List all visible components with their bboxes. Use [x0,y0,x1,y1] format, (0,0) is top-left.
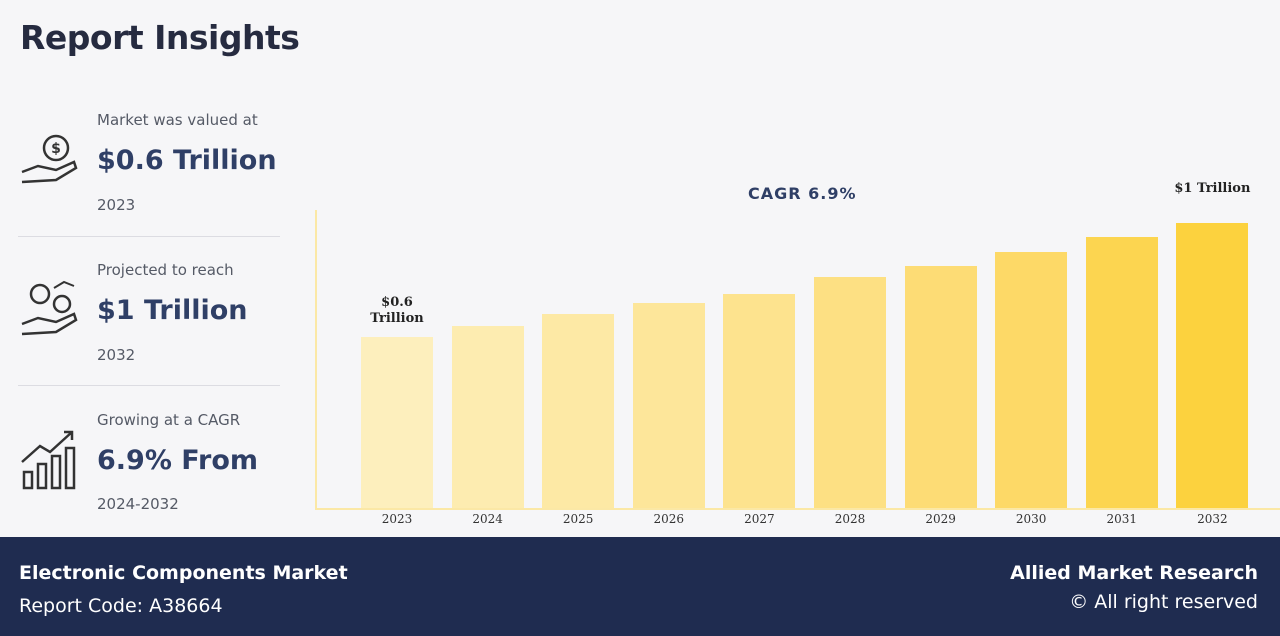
bar [1176,223,1249,508]
insight-sub: 2032 [97,346,136,364]
value-label: $1 Trillion [1174,181,1251,196]
divider [18,236,280,237]
divider [18,385,280,386]
x-tick-label: 2032 [1197,512,1228,526]
bar [1085,237,1158,508]
x-tick-label: 2028 [834,512,866,526]
insight-value: 6.9% From [97,445,258,476]
market-name: Electronic Components Market [19,562,348,584]
axis-line [315,508,1280,510]
x-tick-label: 2024 [472,512,503,526]
footer: Electronic Components Market Report Code… [0,537,1280,636]
cagr-annotation: CAGR 6.9% [748,184,857,203]
x-tick-label: 2031 [1106,512,1138,526]
insight-label: Market was valued at [97,111,258,129]
x-tick-label: 2026 [653,512,685,526]
bar [632,302,705,508]
bar [904,265,977,508]
bar [723,294,796,508]
x-tick-label: 2025 [562,512,594,526]
insight-label: Growing at a CAGR [97,411,241,429]
bar [451,325,524,508]
x-tick-label: 2029 [925,512,956,526]
bar [361,337,433,508]
x-tick-label: 2030 [1015,512,1047,526]
bar [995,251,1068,508]
axis-line [315,210,317,510]
x-tick-label: 2027 [744,512,775,526]
bar [814,277,886,508]
insight-sub: 2023 [97,196,136,214]
bar-chart: CAGR 6.9% 2023 $0.6 Trillion 2024 2025 2026 2… [300,150,1280,535]
bar-growth-icon [21,430,76,490]
svg-text:$: $ [51,141,61,157]
page-title: Report Insights [20,18,300,57]
insight-value: $0.6 Trillion [97,145,277,176]
brand: Allied Market Research [1010,562,1258,584]
x-tick-label: 2023 [381,512,413,526]
insight-value: $1 Trillion [97,295,248,326]
report-code: Report Code: A38664 [19,595,223,617]
money-hand-icon: $ [21,134,78,184]
growth-hand-icon [21,280,78,336]
value-label: $0.6 Trillion [370,295,424,326]
insight-sub: 2024-2032 [97,495,179,513]
rights: © All right reserved [1069,591,1258,613]
bar [542,314,615,508]
insight-label: Projected to reach [97,261,234,279]
